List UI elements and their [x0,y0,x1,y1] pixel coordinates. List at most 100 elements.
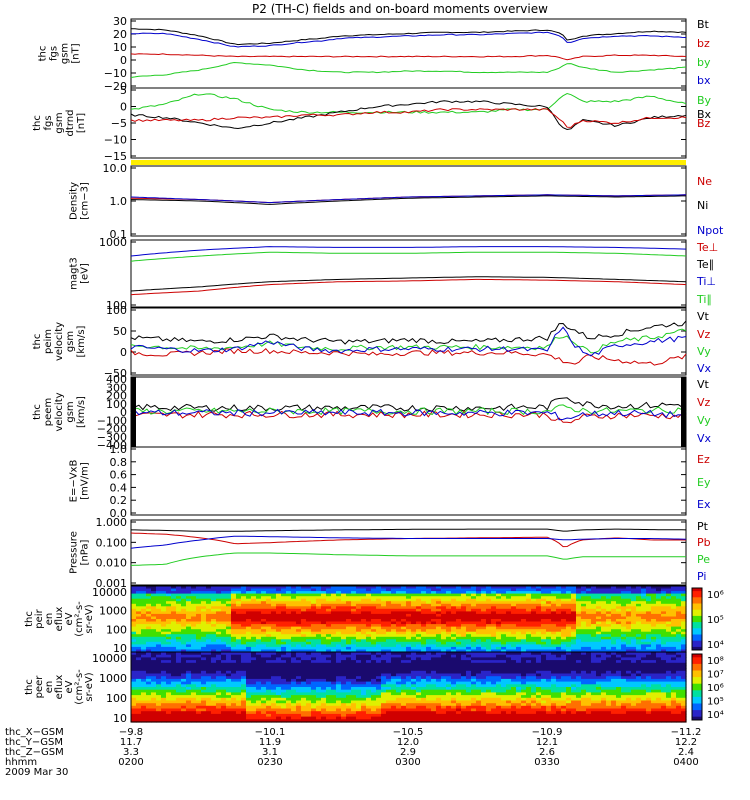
heatmap-cell [356,654,362,658]
heatmap-cell [451,588,457,592]
heatmap-cell [636,591,642,595]
heatmap-cell [231,670,237,675]
heatmap-cell [151,593,157,597]
heatmap-cell [316,713,322,718]
heatmap-cell [166,619,172,623]
heatmap-cell [131,603,137,607]
heatmap-cell [151,649,157,653]
heatmap-cell [431,708,437,712]
heatmap-cell [361,626,367,630]
heatmap-cell [266,700,272,704]
heatmap-cell [601,606,607,610]
heatmap-cell [186,676,192,680]
heatmap-cell [416,629,422,633]
heatmap-cell [241,624,247,628]
heatmap-cell [486,626,492,630]
heatmap-cell [681,591,687,595]
heatmap-cell [476,634,482,638]
heatmap-cell [551,613,557,617]
heatmap-cell [406,596,412,600]
heatmap-cell [296,649,302,653]
heatmap-cell [461,621,467,625]
heatmap-cell [451,662,457,667]
heatmap-cell [296,652,302,656]
heatmap-cell [196,673,202,677]
heatmap-cell [491,611,497,615]
heatmap-cell [251,603,257,607]
heatmap-cell [316,616,322,620]
heatmap-cell [181,593,187,597]
heatmap-cell [261,660,267,664]
heatmap-cell [566,611,572,615]
heatmap-cell [151,588,157,592]
heatmap-cell [326,657,332,661]
heatmap-cell [291,705,297,710]
heatmap-cell [171,603,177,607]
heatmap-cell [476,719,482,723]
heatmap-cell [201,644,207,648]
heatmap-cell [471,678,477,683]
heatmap-cell [466,716,472,720]
heatmap-cell [231,697,237,702]
heatmap-cell [316,689,322,693]
heatmap-cell [131,673,137,677]
heatmap-cell [436,591,442,595]
heatmap-cell [391,681,397,685]
heatmap-cell [291,616,297,620]
heatmap-cell [241,603,247,607]
heatmap-cell [456,619,462,623]
heatmap-cell [151,616,157,620]
heatmap-cell [161,681,167,685]
heatmap-cell [296,700,302,704]
heatmap-cell [626,644,632,648]
heatmap-cell [411,670,417,675]
heatmap-cell [366,631,372,635]
heatmap-cell [611,603,617,607]
heatmap-cell [381,652,387,656]
heatmap-cell [291,629,297,633]
heatmap-cell [596,639,602,643]
heatmap-cell [286,654,292,658]
heatmap-cell [601,596,607,600]
heatmap-cell [646,619,652,623]
heatmap-cell [236,708,242,712]
heatmap-cell [531,603,537,607]
heatmap-cell [496,593,502,597]
heatmap-cell [541,619,547,623]
heatmap-cell [251,705,257,710]
heatmap-cell [531,626,537,630]
heatmap-cell [441,598,447,602]
heatmap-cell [311,697,317,702]
heatmap-cell [251,708,257,712]
heatmap-cell [301,695,307,699]
heatmap-cell [391,588,397,592]
heatmap-cell [251,591,257,595]
heatmap-cell [336,644,342,648]
heatmap-cell [341,629,347,633]
heatmap-cell [481,646,487,650]
heatmap-cell [211,616,217,620]
heatmap-cell [141,598,147,602]
heatmap-cell [141,670,147,675]
heatmap-cell [151,657,157,661]
heatmap-cell [371,692,377,696]
heatmap-cell [296,646,302,650]
heatmap-cell [366,626,372,630]
heatmap-cell [166,644,172,648]
y-tick-label: 400 [106,373,127,386]
heatmap-cell [216,631,222,635]
heatmap-cell [261,586,267,590]
plot-frame [130,307,687,376]
heatmap-cell [311,684,317,688]
heatmap-cell [236,657,242,661]
heatmap-cell [391,713,397,718]
heatmap-cell [191,644,197,648]
heatmap-cell [221,670,227,675]
heatmap-cell [471,684,477,688]
heatmap-cell [516,641,522,645]
heatmap-cell [221,611,227,615]
heatmap-cell [281,636,287,640]
heatmap-cell [131,708,137,712]
heatmap-cell [431,670,437,675]
heatmap-cell [226,673,232,677]
